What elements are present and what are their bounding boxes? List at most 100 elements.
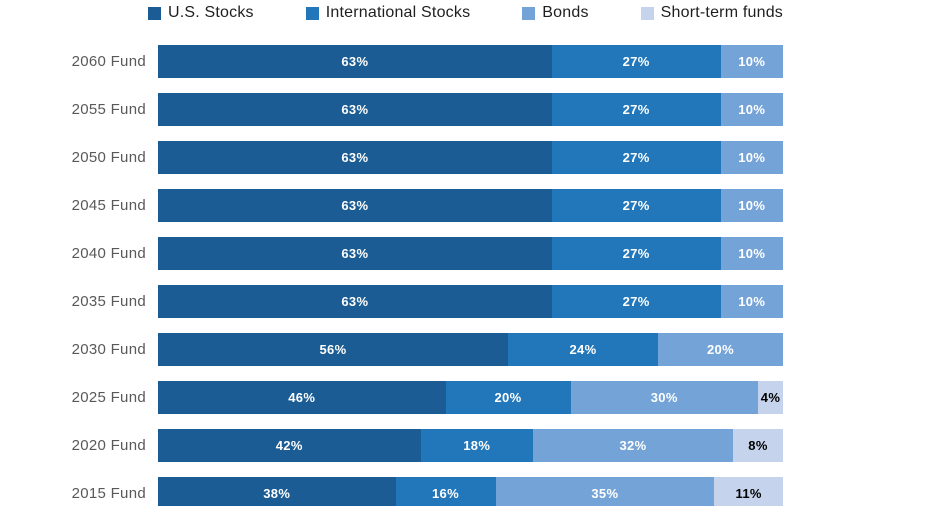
bar-track: 42% 18% 32% 8% bbox=[158, 429, 783, 462]
legend-label-international-stocks: International Stocks bbox=[325, 4, 471, 21]
row-label: 2035 Fund bbox=[71, 293, 146, 310]
segment-label: 30% bbox=[650, 390, 678, 405]
bar-segment: 42% bbox=[158, 429, 421, 462]
row-label: 2060 Fund bbox=[71, 53, 146, 70]
segment-label: 4% bbox=[760, 390, 781, 405]
bar-track: 56% 24% 20% bbox=[158, 333, 783, 366]
chart-row: 2020 Fund 42% 18% 32% 8% bbox=[0, 429, 783, 462]
chart-row: 2015 Fund 38% 16% 35% 11% bbox=[0, 477, 783, 506]
bar-segment: 27% bbox=[551, 237, 721, 270]
row-label: 2020 Fund bbox=[71, 437, 146, 454]
chart-row: 2045 Fund 63% 27% 10% bbox=[0, 189, 783, 222]
bar-segment: 63% bbox=[158, 45, 552, 78]
segment-label: 27% bbox=[622, 150, 650, 165]
bar-segment: 11% bbox=[714, 477, 783, 506]
segment-label: 10% bbox=[738, 102, 766, 117]
bar-track: 63% 27% 10% bbox=[158, 237, 783, 270]
segment-label: 10% bbox=[738, 198, 766, 213]
legend-swatch-us-stocks-icon bbox=[147, 6, 161, 20]
bar-segment: 20% bbox=[658, 333, 783, 366]
bar-track: 63% 27% 10% bbox=[158, 45, 783, 78]
row-label: 2025 Fund bbox=[71, 389, 146, 406]
bar-segment: 10% bbox=[720, 237, 783, 270]
legend-swatch-bonds-icon bbox=[522, 6, 536, 20]
segment-label: 27% bbox=[622, 294, 650, 309]
bar-segment: 20% bbox=[445, 381, 571, 414]
row-label: 2040 Fund bbox=[71, 245, 146, 262]
bar-segment: 63% bbox=[158, 93, 552, 126]
bar-segment: 56% bbox=[158, 333, 508, 366]
segment-label: 63% bbox=[341, 246, 369, 261]
segment-label: 27% bbox=[622, 54, 650, 69]
segment-label: 10% bbox=[738, 150, 766, 165]
segment-label: 27% bbox=[622, 102, 650, 117]
segment-label: 27% bbox=[622, 198, 650, 213]
chart-row: 2060 Fund 63% 27% 10% bbox=[0, 45, 783, 78]
segment-label: 42% bbox=[275, 438, 303, 453]
legend-swatch-short-term-funds-icon bbox=[640, 6, 654, 20]
chart-row: 2050 Fund 63% 27% 10% bbox=[0, 141, 783, 174]
legend-item-us-stocks: U.S. Stocks bbox=[147, 4, 254, 22]
bar-segment: 10% bbox=[720, 189, 783, 222]
bar-track: 63% 27% 10% bbox=[158, 93, 783, 126]
segment-label: 8% bbox=[748, 438, 768, 453]
chart-row: 2030 Fund 56% 24% 20% bbox=[0, 333, 783, 366]
bar-segment: 10% bbox=[720, 141, 783, 174]
bar-track: 63% 27% 10% bbox=[158, 189, 783, 222]
bar-segment: 63% bbox=[158, 237, 552, 270]
bar-segment: 63% bbox=[158, 189, 552, 222]
bar-segment: 38% bbox=[158, 477, 396, 506]
bar-segment: 46% bbox=[158, 381, 446, 414]
legend-item-short-term-funds: Short-term funds bbox=[640, 4, 784, 22]
segment-label: 63% bbox=[341, 102, 369, 117]
segment-label: 38% bbox=[263, 486, 291, 501]
legend-label-bonds: Bonds bbox=[542, 4, 589, 21]
legend-label-us-stocks: U.S. Stocks bbox=[167, 4, 254, 21]
bar-segment: 16% bbox=[395, 477, 496, 506]
bar-track: 46% 20% 30% 4% bbox=[158, 381, 783, 414]
bar-segment: 63% bbox=[158, 285, 552, 318]
legend-item-bonds: Bonds bbox=[522, 4, 588, 22]
bar-segment: 27% bbox=[551, 45, 721, 78]
segment-label: 27% bbox=[622, 246, 650, 261]
segment-label: 18% bbox=[463, 438, 491, 453]
chart-rows: 2060 Fund 63% 27% 10% 2055 Fund 63% 27% 10% 2050… bbox=[0, 45, 783, 506]
bar-segment: 35% bbox=[495, 477, 715, 506]
segment-label: 63% bbox=[341, 294, 369, 309]
row-label: 2050 Fund bbox=[71, 149, 146, 166]
bar-segment: 27% bbox=[551, 93, 721, 126]
segment-label: 11% bbox=[735, 486, 762, 501]
segment-label: 20% bbox=[707, 342, 734, 357]
row-label: 2055 Fund bbox=[71, 101, 146, 118]
bar-segment: 27% bbox=[551, 285, 721, 318]
segment-label: 63% bbox=[341, 54, 369, 69]
row-label: 2015 Fund bbox=[71, 485, 146, 502]
segment-label: 16% bbox=[432, 486, 459, 501]
bar-track: 63% 27% 10% bbox=[158, 141, 783, 174]
segment-label: 10% bbox=[738, 54, 766, 69]
bar-segment: 10% bbox=[720, 45, 783, 78]
row-label: 2030 Fund bbox=[71, 341, 146, 358]
segment-label: 56% bbox=[319, 342, 347, 357]
legend-swatch-international-stocks-icon bbox=[305, 6, 319, 20]
legend-label-short-term-funds: Short-term funds bbox=[660, 4, 784, 21]
chart-row: 2035 Fund 63% 27% 10% bbox=[0, 285, 783, 318]
bar-segment: 32% bbox=[533, 429, 733, 462]
bar-track: 63% 27% 10% bbox=[158, 285, 783, 318]
bar-segment: 27% bbox=[551, 189, 721, 222]
bar-segment: 63% bbox=[158, 141, 552, 174]
bar-segment: 8% bbox=[733, 429, 783, 462]
bar-segment: 30% bbox=[570, 381, 758, 414]
segment-label: 10% bbox=[738, 294, 766, 309]
segment-label: 10% bbox=[738, 246, 766, 261]
bar-segment: 10% bbox=[720, 93, 783, 126]
row-label: 2045 Fund bbox=[71, 197, 146, 214]
segment-label: 63% bbox=[341, 150, 369, 165]
segment-label: 46% bbox=[288, 390, 316, 405]
segment-label: 63% bbox=[341, 198, 369, 213]
chart-row: 2055 Fund 63% 27% 10% bbox=[0, 93, 783, 126]
segment-label: 20% bbox=[494, 390, 522, 405]
bar-track: 38% 16% 35% 11% bbox=[158, 477, 783, 506]
legend-item-international-stocks: International Stocks bbox=[305, 4, 471, 22]
segment-label: 32% bbox=[619, 438, 647, 453]
